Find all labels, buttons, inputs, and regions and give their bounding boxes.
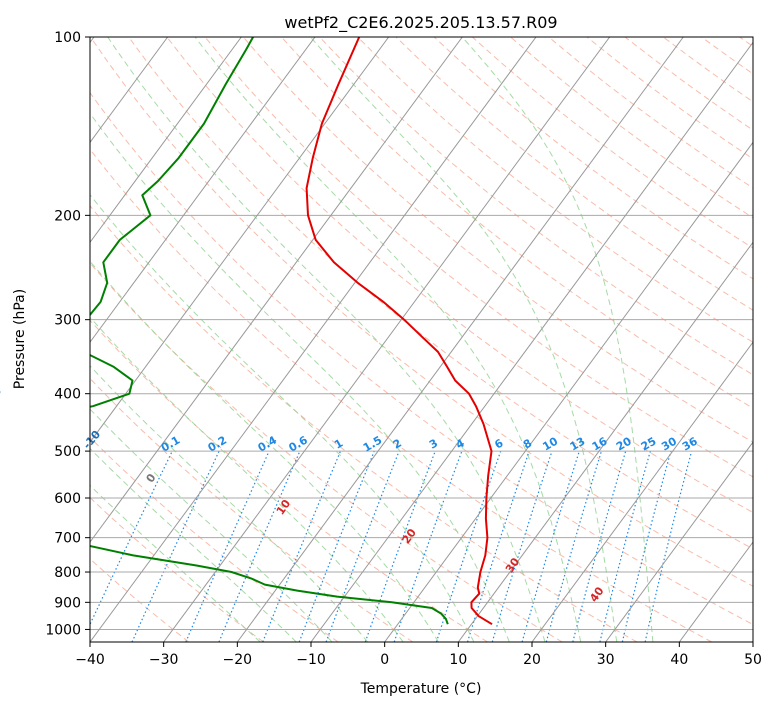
y-axis: 1000 900 800 700 600 500 400 300 200 100 (45, 30, 90, 638)
moist-adiabat-line (194, 37, 582, 642)
moist-adiabat-line (90, 447, 297, 642)
isotherm-gridline (90, 37, 463, 543)
dry-adiabat-line (90, 205, 638, 642)
y-tick-label: 100 (54, 30, 81, 46)
mixing-ratio-line (466, 450, 530, 642)
isotherm-gridline (310, 41, 753, 642)
mixing-ratio-line (545, 450, 602, 642)
isotherm-gridline (236, 37, 684, 642)
isotherm-gridline (384, 141, 753, 642)
dry-adiabat-line (90, 148, 712, 642)
dewpoint-profile-line (90, 37, 449, 625)
moist-adiabat-line (90, 365, 369, 642)
mixing-ratio-line (364, 450, 436, 642)
x-tick-label: −10 (296, 652, 326, 668)
y-tick-label: 200 (54, 208, 81, 224)
x-axis-label: Temperature (°C) (360, 681, 482, 697)
isotherm-gridline (90, 37, 390, 443)
y-tick-label: 800 (54, 565, 81, 581)
dry-adiabat-line (90, 37, 753, 587)
mixing-ratio-line (621, 450, 672, 642)
x-tick-label: −40 (75, 652, 105, 668)
y-tick-label: 1000 (45, 622, 81, 638)
x-tick-label: −20 (223, 652, 253, 668)
x-tick-label: 10 (449, 652, 467, 668)
dry-adiabat-line (166, 37, 753, 514)
isotherm-gridline (90, 37, 316, 344)
isotherm-gridline (163, 37, 611, 642)
mixing-ratio-line (599, 450, 651, 642)
y-tick-label: 900 (54, 595, 81, 611)
mixing-ratio-line (491, 450, 553, 642)
isotherm-gridline (457, 241, 753, 642)
moist-adiabat-line (90, 408, 333, 642)
y-tick-label: 700 (54, 531, 81, 547)
x-axis: −40 −30 −20 −10 0 10 20 30 40 50 (75, 642, 762, 668)
moist-adiabat-line (310, 37, 618, 642)
dry-adiabat-line (90, 91, 753, 626)
isotherm-gridline (605, 441, 753, 642)
y-tick-label: 600 (54, 491, 81, 507)
dry-adiabat-line (90, 377, 414, 642)
temperature-profile-line (305, 37, 493, 626)
chart-title: wetPf2_C2E6.2025.205.13.57.R09 (284, 13, 557, 33)
grid-lines (90, 37, 753, 642)
isotherm-gridline (90, 37, 242, 244)
background-lines (90, 37, 753, 642)
mixing-ratio-line (185, 450, 270, 642)
dry-adiabat-line (319, 37, 753, 376)
dry-adiabat-line (357, 37, 753, 343)
y-axis-label: Pressure (hPa) (12, 289, 28, 389)
isotherm-gridline (90, 37, 537, 642)
y-tick-label: 400 (54, 387, 81, 403)
dry-adiabat-line (395, 37, 753, 311)
mixing-ratio-line (298, 450, 375, 642)
x-tick-label: 50 (744, 652, 762, 668)
x-tick-label: 0 (380, 652, 389, 668)
moist-adiabat-line (461, 37, 654, 642)
mixing-ratio-line (435, 450, 502, 642)
mixing-ratio-line (262, 450, 342, 642)
mixing-ratio-line (325, 450, 400, 642)
x-tick-label: 30 (597, 652, 615, 668)
moist-adiabat-line (90, 484, 261, 642)
x-tick-label: 40 (670, 652, 688, 668)
plot-frame (89, 36, 754, 643)
series-lines (90, 37, 493, 626)
isotherm-gridline (531, 341, 753, 642)
isotherm-gridline (90, 37, 169, 144)
moist-adiabat-line (90, 112, 510, 642)
y-tick-label: 300 (54, 313, 81, 329)
mixing-ratio-line (572, 450, 627, 642)
mixing-ratio-line (218, 450, 301, 642)
moist-adiabat-line (107, 37, 546, 642)
x-tick-label: −30 (149, 652, 179, 668)
mixing-ratio-line (521, 450, 580, 642)
y-tick-label: 500 (54, 444, 81, 460)
x-tick-label: 20 (523, 652, 541, 668)
